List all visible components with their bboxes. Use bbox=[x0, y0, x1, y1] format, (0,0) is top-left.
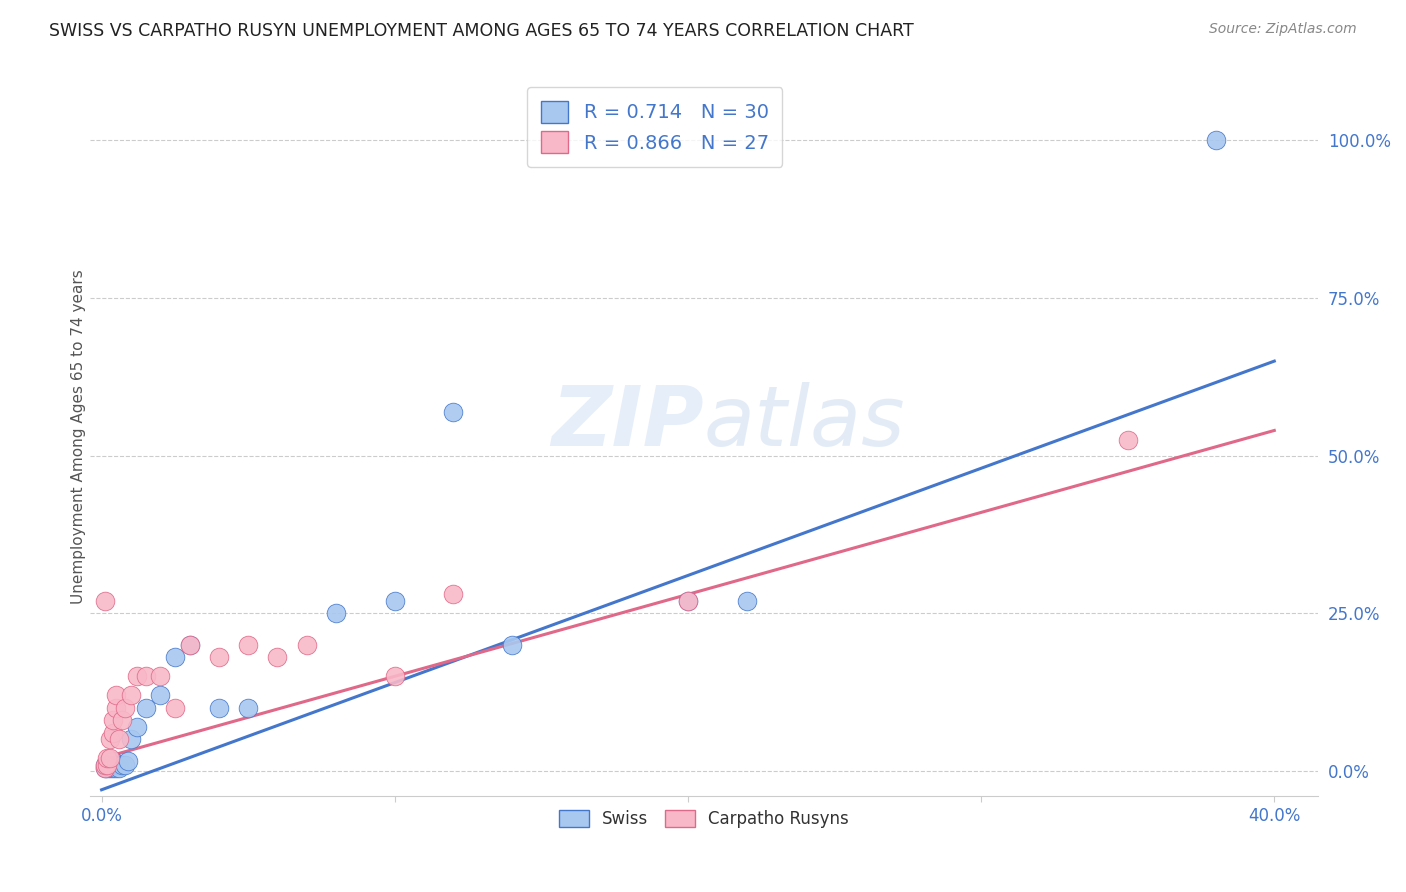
Point bbox=[295, 638, 318, 652]
Point bbox=[93, 757, 115, 772]
Point bbox=[149, 669, 172, 683]
Text: atlas: atlas bbox=[704, 382, 905, 463]
Point bbox=[238, 638, 260, 652]
Point bbox=[676, 593, 699, 607]
Point bbox=[125, 669, 148, 683]
Text: Source: ZipAtlas.com: Source: ZipAtlas.com bbox=[1209, 22, 1357, 37]
Point bbox=[208, 701, 231, 715]
Point bbox=[93, 593, 115, 607]
Point bbox=[103, 761, 125, 775]
Point bbox=[114, 757, 136, 772]
Point bbox=[103, 726, 125, 740]
Point bbox=[108, 757, 131, 772]
Point bbox=[325, 607, 347, 621]
Point bbox=[100, 757, 122, 772]
Point bbox=[100, 761, 122, 775]
Point bbox=[149, 688, 172, 702]
Point bbox=[105, 761, 128, 775]
Point bbox=[93, 761, 115, 775]
Legend: Swiss, Carpatho Rusyns: Swiss, Carpatho Rusyns bbox=[553, 803, 856, 835]
Point bbox=[238, 701, 260, 715]
Point bbox=[501, 638, 523, 652]
Point bbox=[208, 650, 231, 665]
Point bbox=[1205, 133, 1227, 147]
Point bbox=[105, 688, 128, 702]
Point bbox=[117, 755, 139, 769]
Point bbox=[103, 714, 125, 728]
Point bbox=[441, 587, 464, 601]
Point bbox=[179, 638, 201, 652]
Point bbox=[163, 701, 186, 715]
Point bbox=[111, 714, 134, 728]
Text: ZIP: ZIP bbox=[551, 382, 704, 463]
Point bbox=[93, 757, 115, 772]
Point bbox=[96, 757, 118, 772]
Text: SWISS VS CARPATHO RUSYN UNEMPLOYMENT AMONG AGES 65 TO 74 YEARS CORRELATION CHART: SWISS VS CARPATHO RUSYN UNEMPLOYMENT AMO… bbox=[49, 22, 914, 40]
Point bbox=[100, 732, 122, 747]
Point bbox=[105, 701, 128, 715]
Point bbox=[108, 761, 131, 775]
Point bbox=[163, 650, 186, 665]
Point bbox=[676, 593, 699, 607]
Point bbox=[108, 732, 131, 747]
Point bbox=[179, 638, 201, 652]
Point bbox=[100, 751, 122, 765]
Point bbox=[135, 701, 157, 715]
Point bbox=[735, 593, 758, 607]
Y-axis label: Unemployment Among Ages 65 to 74 years: Unemployment Among Ages 65 to 74 years bbox=[72, 269, 86, 604]
Point bbox=[96, 757, 118, 772]
Point bbox=[384, 669, 406, 683]
Point bbox=[96, 761, 118, 775]
Point bbox=[114, 701, 136, 715]
Point bbox=[441, 404, 464, 418]
Point bbox=[120, 732, 142, 747]
Point bbox=[135, 669, 157, 683]
Point bbox=[111, 757, 134, 772]
Point bbox=[120, 688, 142, 702]
Point bbox=[93, 761, 115, 775]
Point bbox=[103, 755, 125, 769]
Point bbox=[105, 757, 128, 772]
Point bbox=[1116, 433, 1139, 447]
Point bbox=[266, 650, 288, 665]
Point bbox=[384, 593, 406, 607]
Point bbox=[96, 751, 118, 765]
Point bbox=[125, 720, 148, 734]
